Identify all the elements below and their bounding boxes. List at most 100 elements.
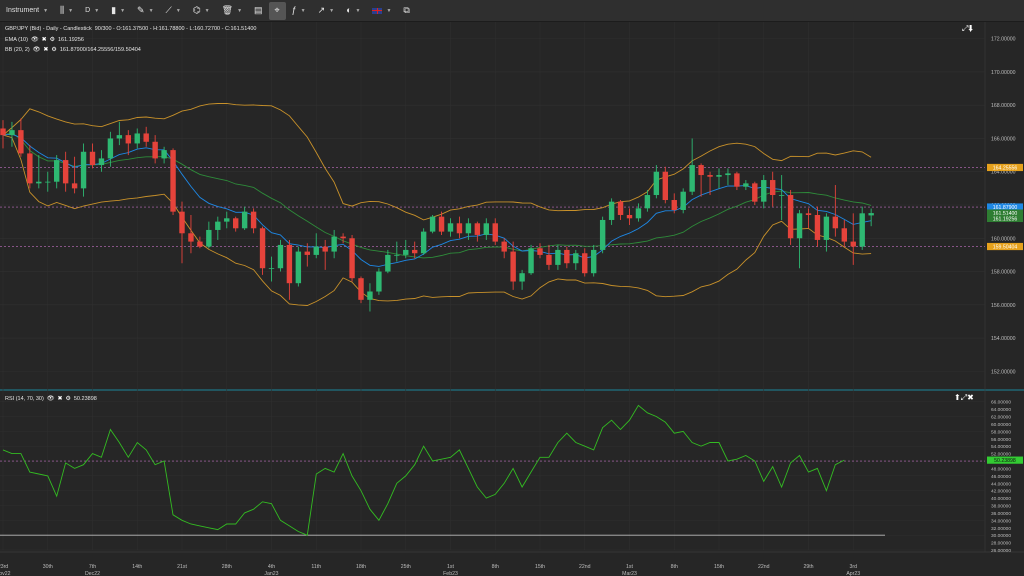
candle-body bbox=[107, 138, 114, 159]
gear-icon[interactable]: ⚙ bbox=[65, 396, 71, 402]
rsi-tick-label: 46.00000 bbox=[991, 474, 1011, 480]
candle-body bbox=[412, 249, 418, 254]
candle-body bbox=[582, 253, 588, 274]
close-icon[interactable]: ✖ bbox=[41, 37, 47, 43]
time-tick-sublabel: Nov22 bbox=[0, 571, 11, 576]
rsi-tick-label: 28.00000 bbox=[991, 541, 1011, 547]
close-icon[interactable]: ✖ bbox=[43, 47, 49, 53]
chevron-down-icon: ▼ bbox=[175, 7, 181, 14]
chart-type-selector[interactable]: ⫼ ▼ bbox=[54, 0, 79, 22]
chart-canvas[interactable]: 172.00000 170.00000 168.00000 166.00000 164.… bbox=[0, 22, 1024, 576]
candle-body bbox=[743, 183, 749, 187]
rsi-tick-label: 34.00000 bbox=[991, 518, 1011, 524]
candle-body bbox=[340, 236, 346, 239]
candle-body bbox=[188, 233, 194, 242]
share-selector[interactable]: ↗ ▼ bbox=[312, 0, 341, 22]
candle-body bbox=[814, 214, 821, 240]
language-selector[interactable]: ▼ bbox=[366, 0, 397, 22]
candle-body bbox=[850, 241, 856, 247]
rsi-tick-label: 44.00000 bbox=[991, 481, 1011, 487]
rsi-panel-controls-icon[interactable]: ⬆⤢✖ bbox=[954, 393, 974, 402]
candle-body bbox=[241, 211, 248, 229]
chevron-down-icon: ▼ bbox=[355, 7, 361, 14]
eye-icon[interactable]: 👁 bbox=[32, 47, 41, 53]
rsi-tick-label: 54.00000 bbox=[991, 444, 1011, 450]
timeframe-label: D bbox=[85, 7, 91, 14]
bb-legend: BB (20, 2) 👁 ✖ ⚙ 161.87900/164.25556/159… bbox=[5, 46, 141, 54]
bb-upper-band bbox=[2, 102, 872, 221]
popout-button[interactable]: ⧉ bbox=[397, 0, 415, 22]
share-icon: ↗ bbox=[317, 5, 326, 15]
gear-icon[interactable]: ⚙ bbox=[49, 37, 55, 43]
grid-lines bbox=[0, 22, 1024, 576]
crosshair-button[interactable]: ⌖ bbox=[268, 1, 286, 20]
close-icon[interactable]: ✖ bbox=[57, 396, 63, 402]
bb-label: BB (20, 2) bbox=[5, 46, 30, 53]
candle-body bbox=[0, 128, 6, 136]
time-tick-label: 3rd bbox=[850, 564, 858, 570]
indicators-selector[interactable]: ƒ ▼ bbox=[286, 0, 312, 22]
candle-body bbox=[322, 246, 328, 252]
candle-body bbox=[474, 223, 481, 235]
rsi-badge-bg bbox=[987, 456, 1023, 464]
rsi-tick-label: 58.00000 bbox=[991, 429, 1011, 435]
time-tick-label: 15th bbox=[714, 564, 724, 570]
candle-body bbox=[653, 171, 660, 196]
maximize-panel-icon[interactable]: ⤢⬇ bbox=[962, 24, 974, 33]
drawing-tools-selector[interactable]: ✎ ▼ bbox=[131, 0, 160, 22]
rsi-tick-label: 52.00000 bbox=[991, 452, 1011, 458]
instrument-selector[interactable]: Instrument ▼ bbox=[0, 0, 54, 22]
candle-body bbox=[376, 271, 382, 292]
candle-body bbox=[555, 249, 561, 265]
instrument-title: GBP/JPY (Bid) - Daily - Candlestick bbox=[5, 26, 92, 32]
candle-body bbox=[45, 181, 51, 183]
top-toolbar: Instrument ▼ ⫼ ▼ D ▼ ▮ ▼ ✎ ▼ ⟋ ▼ ⌬ ▼ 🗑 ▼… bbox=[0, 0, 1024, 22]
rsi-tick-label: 64.00000 bbox=[991, 407, 1011, 413]
candle-body bbox=[778, 195, 785, 196]
rsi-tick-label: 56.00000 bbox=[991, 437, 1011, 443]
gear-icon[interactable]: ⚙ bbox=[51, 47, 57, 53]
timeframe-selector[interactable]: D ▼ bbox=[79, 0, 105, 22]
eye-icon[interactable]: 👁 bbox=[30, 37, 39, 43]
price-badge-bg bbox=[987, 209, 1023, 217]
candle-body bbox=[599, 219, 606, 250]
uk-flag-icon bbox=[372, 7, 383, 14]
candle-body bbox=[286, 244, 293, 284]
candle-body bbox=[725, 173, 731, 176]
price-badge-bg bbox=[987, 203, 1023, 211]
candle-body bbox=[626, 214, 633, 219]
eye-icon[interactable]: 👁 bbox=[46, 396, 55, 402]
candle-body bbox=[644, 195, 651, 209]
rsi-tick-label: 60.00000 bbox=[991, 422, 1011, 428]
delete-selector[interactable]: 🗑 ▼ bbox=[216, 0, 248, 22]
theme-selector[interactable]: ◐ ▼ bbox=[340, 0, 366, 22]
candle-body bbox=[805, 213, 812, 215]
time-tick-sublabel: Apr23 bbox=[846, 571, 860, 576]
rsi-tick-label: 36.00000 bbox=[991, 511, 1011, 517]
time-tick-label: 23rd bbox=[0, 564, 8, 570]
ema-value: 161.19256 bbox=[57, 36, 84, 43]
main-legend-title-row: GBP/JPY (Bid) - Daily - Candlestick 90/3… bbox=[5, 26, 256, 32]
layout-button[interactable]: ▤ bbox=[248, 0, 269, 22]
price-tick-label: 164.00000 bbox=[991, 170, 1016, 176]
time-tick-label: 22nd bbox=[758, 564, 770, 570]
price-badge: 164.25556 bbox=[993, 165, 1018, 171]
ema-legend: EMA (10) 👁 ✖ ⚙ 161.19256 bbox=[5, 36, 84, 44]
chevron-down-icon: ▼ bbox=[148, 7, 154, 14]
candlesticks bbox=[0, 118, 874, 312]
price-badge: 159.50404 bbox=[993, 244, 1018, 250]
price-tick-label: 172.00000 bbox=[991, 37, 1016, 43]
candle-body bbox=[98, 158, 105, 166]
chevron-down-icon: ▼ bbox=[43, 7, 49, 14]
candle-body bbox=[27, 153, 33, 184]
rsi-label: RSI (14, 70, 30) bbox=[5, 395, 44, 402]
pattern-selector[interactable]: ⌬ ▼ bbox=[187, 0, 216, 22]
time-tick-label: 30th bbox=[43, 564, 53, 570]
ruler-selector[interactable]: ⟋ ▼ bbox=[160, 0, 187, 22]
chevron-down-icon: ▼ bbox=[68, 7, 74, 14]
candle-body bbox=[152, 141, 158, 159]
candle-body bbox=[483, 223, 489, 235]
candle-body bbox=[671, 200, 677, 210]
bar-style-selector[interactable]: ▮ ▼ bbox=[105, 0, 131, 22]
time-tick-sublabel: Dec22 bbox=[85, 571, 100, 576]
